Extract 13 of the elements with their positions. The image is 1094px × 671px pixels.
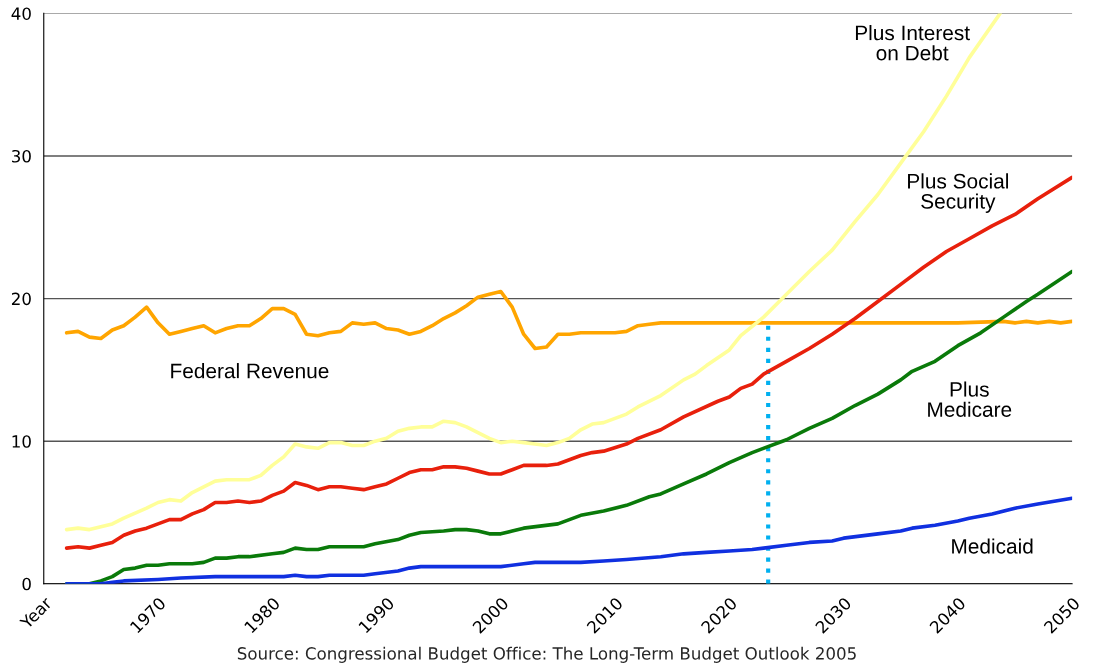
series-label: Plus Medicare bbox=[928, 381, 1012, 417]
y-tick-label: 40 bbox=[11, 7, 31, 20]
series-label: Plus Social Security bbox=[908, 173, 1008, 213]
line-series bbox=[64, 289, 1073, 351]
y-tick-label: 20 bbox=[11, 292, 31, 306]
y-tick-label: 10 bbox=[12, 435, 31, 448]
series-label: Plus Interest on Debt bbox=[855, 24, 970, 61]
line-series bbox=[64, 496, 1073, 584]
y-tick-label: 0 bbox=[22, 577, 31, 591]
series-label: Medicaid bbox=[952, 538, 1033, 554]
series-label: Federal Revenue bbox=[171, 363, 329, 379]
source-note: Source: Congressional Budget Office: The Long-Term Budget Outlook 2005 bbox=[237, 646, 856, 663]
y-tick-label: 30 bbox=[12, 149, 31, 163]
